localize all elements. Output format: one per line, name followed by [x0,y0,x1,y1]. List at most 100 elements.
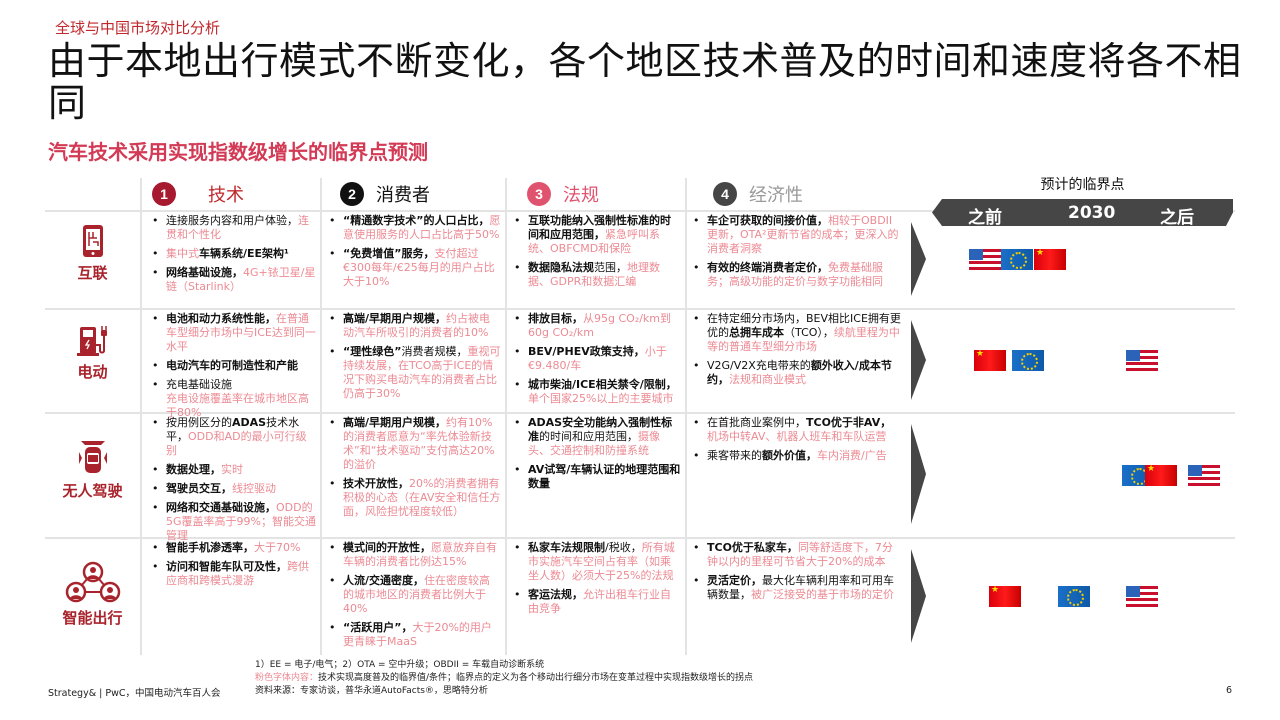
pink-text: 跨供应商和跨模式漫游 [166,560,309,587]
bold-text: AV试驾/车辆认证的地理范围和数量 [528,463,681,490]
column-header-1: 1 技术 [152,181,244,207]
plain-text: 消费者规模， [401,345,468,358]
column-divider [320,178,322,655]
plain-text: 连接服务内容和用户体验， [166,214,298,227]
timeline-after: 之后 [1160,208,1194,228]
bold-text: 客运法规， [528,588,583,601]
bullet-item: 数据隐私法规范围，地理数据、GDPR和数据汇编 [514,261,681,289]
bullet-item: 人流/交通密度，住在密度较高的城市地区的消费者比例大于40% [329,574,501,616]
pink-text: 愿意放弃自有车辆的消费者比例达15% [343,541,497,568]
section-kicker: 全球与中国市场对比分析 [55,19,221,37]
bullet-item: 在特定细分市场内，BEV相比ICE拥有更优的总拥车成本（TCO），续航里程为中等… [693,312,901,354]
autonomous-car-icon [45,440,140,476]
flag-cn-icon [989,585,1021,607]
bullet-item: 私家车法规限制/税收，所有城市实施汽车空间占有率（如乘坐人数）必须大于25%的法… [514,541,681,583]
plain-text: 在首批商业案例中， [707,416,806,429]
bold-text: 访问和智能车队可及性， [166,560,287,573]
column-header-label: 消费者 [376,185,430,206]
bullet-item: 有效的终端消费者定价，免费基础服务；高级功能的定价与数字功能相同 [693,261,901,289]
pink-text: 集中式 [166,247,199,260]
column-number-badge: 1 [152,182,176,206]
bullet-item: 网络基础设施，4G+铱卫星/星链（Starlink） [152,266,316,294]
table-cell: ADAS安全功能纳入强制性标准的时间和应用范围，摄像头、交通控制和防撞系统 AV试… [514,416,681,496]
bold-text: 数据隐私法规 [528,261,594,274]
page-title: 由于本地出行模式不断变化，各个地区技术普及的时间和速度将各不相同 [48,39,1242,125]
pink-text: 摄像头、交通控制和防撞系统 [528,430,660,457]
pink-text: 实时 [221,463,243,476]
bullet-item: 电池和动力系统性能，在普通车型细分市场中与ICE达到同一水平 [152,312,316,354]
bullet-item: “免费增值”服务，支付超过€300每年/€25每月的用户占比大于10% [329,247,501,289]
row-label-1: 互联 [45,224,140,283]
plain-text: 的时间和应用范围， [539,430,638,443]
pink-text: 允许出租车行业自由竞争 [528,588,671,615]
table-cell: 电池和动力系统性能，在普通车型细分市场中与ICE达到同一水平电动汽车的可制造性和… [152,312,316,425]
pink-text: 紧急呼叫系统、OBFCMD和保险 [528,228,660,255]
bold-text: 高端/早期用户规模， [343,416,447,429]
pink-text: 4G+铱卫星/星链（Starlink） [166,266,316,293]
bold-text: 有效的终端消费者定价， [707,261,828,274]
row-label-text: 智能出行 [62,609,123,627]
bullet-item: 访问和智能车队可及性，跨供应商和跨模式漫游 [152,560,316,588]
plain-text: 最大化车辆利用率和可用车辆数量， [707,574,894,601]
pink-text: 约有10%的消费者愿意为“率先体验新技术”和“技术驱动”支付高达20%的溢价 [343,416,495,471]
table-cell: 连接服务内容和用户体验，连贯和个性化集中式车辆系统/EE架构¹ 网络基础设施，4G… [152,214,316,299]
pink-text: 20%的消费者拥有积极的心态（在AV安全和信任方面，风险担忧程度较低） [343,477,501,518]
footnote-pink-legend: 粉色字体内容：技术实现高度普及的临界值/条件；临界点的定义为各个移动出行细分市场… [255,672,753,685]
pink-text: 线控驱动 [232,482,276,495]
bold-text: 额外价值， [762,449,817,462]
pink-text: 连贯和个性化 [166,214,309,241]
flag-us-icon [1126,586,1158,607]
plain-text: V2G/V2X充电带来的 [707,359,811,372]
bullet-item: 互联功能纳入强制性标准的时间和应用范围，紧急呼叫系统、OBFCMD和保险 [514,214,681,256]
column-divider [505,178,507,655]
table-cell: 在首批商业案例中，TCO优于非AV，机场中转AV、机器人班车和车队运营乘客带来的… [693,416,901,468]
bold-text: “活跃用户”， [343,621,413,634]
bold-text: 电动汽车的可制造性和产能 [166,359,298,372]
row-divider [45,308,1235,310]
bullet-item: 城市柴油/ICE相关禁令/限制，单个国家25%以上的主要城市 [514,378,681,406]
pink-text: 同等舒适度下，7分钟以内的里程可节省大于20%的成本 [707,541,893,568]
table-cell: 车企可获取的间接价值，相较于OBDII更新，OTA²更新节省的成本；更深入的消费… [693,214,901,294]
column-number-badge: 3 [527,182,551,206]
plain-text: 范围， [594,261,627,274]
pink-text: 地理数据、GDPR和数据汇编 [528,261,660,288]
table-cell: 智能手机渗透率，大于70% 访问和智能车队可及性，跨供应商和跨模式漫游 [152,541,316,593]
bullet-item: AV试驾/车辆认证的地理范围和数量 [514,463,681,491]
pink-text: 机场中转AV、机器人班车和车队运营 [707,430,887,443]
bold-text: 城市柴油/ICE相关禁令/限制， [528,378,677,391]
bullet-item: 高端/早期用户规模，约占被电动汽车所吸引的消费者的10% [329,312,501,340]
bullet-item: 在首批商业案例中，TCO优于非AV，机场中转AV、机器人班车和车队运营 [693,416,901,444]
column-header-4: 4 经济性 [713,181,803,207]
column-divider [685,178,687,655]
bullet-item: 乘客带来的额外价值，车内消费/广告 [693,449,901,463]
pink-text: 从95g CO₂/km到60g CO₂/km [528,312,672,339]
bullet-item: ADAS安全功能纳入强制性标准的时间和应用范围，摄像头、交通控制和防撞系统 [514,416,681,458]
bullet-item: 高端/早期用户规模，约有10%的消费者愿意为“率先体验新技术”和“技术驱动”支付… [329,416,501,472]
row-label-text: 无人驾驶 [62,481,123,500]
pink-legend-text: 技术实现高度普及的临界值/条件；临界点的定义为各个移动出行细分市场在变革过程中实… [318,673,754,683]
credit: Strategy& | PwC，中国电动汽车百人会 [48,688,221,699]
bold-text: TCO优于非AV， [806,416,892,429]
column-divider [140,178,142,655]
bold-text: ADAS安全功能纳入强制性标准 [528,416,673,443]
bold-text: 互联功能纳入强制性标准的时间和应用范围， [528,214,671,241]
pink-text: 被广泛接受的基于市场的定价 [751,588,894,601]
column-header-label: 经济性 [749,185,803,206]
bold-text: 人流/交通密度， [343,574,425,587]
pink-text: 大于70% [254,541,301,554]
bullet-item: 排放目标，从95g CO₂/km到60g CO₂/km [514,312,681,340]
bullet-item: 技术开放性，20%的消费者拥有积极的心态（在AV安全和信任方面，风险担忧程度较低… [329,477,501,519]
bold-text: ADAS [232,416,267,429]
row-divider [45,537,1235,539]
page-subtitle: 汽车技术采用实现指数级增长的临界点预测 [48,140,428,164]
bold-text: TCO优于私家车， [707,541,798,554]
timeline-year: 2030 [1068,203,1116,223]
row-arrow-icon [911,424,926,524]
bold-text: 车辆系统/EE架构¹ [199,247,289,260]
bullet-item: V2G/V2X充电带来的额外收入/成本节约，法规和商业模式 [693,359,901,387]
pink-text: 车内消费/广告 [817,449,887,462]
pink-text: ODD和AD的最小可行级别 [166,430,307,457]
row-label-3: 无人驾驶 [45,440,140,501]
bold-text: “免费增值”服务， [343,247,435,260]
